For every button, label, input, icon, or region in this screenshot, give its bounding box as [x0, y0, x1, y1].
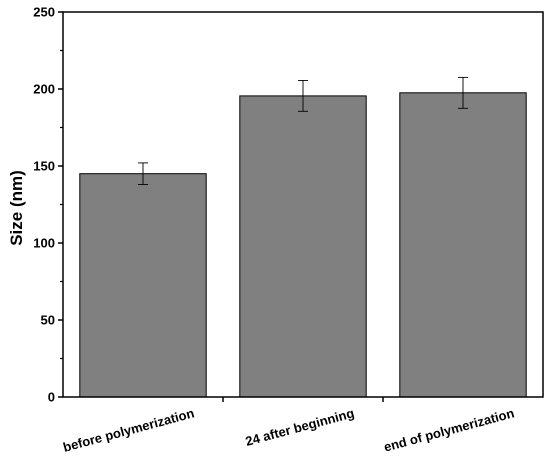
- error-bar-1: [138, 162, 148, 185]
- y-tick-label: 50: [41, 313, 55, 328]
- bar-3: [399, 92, 527, 398]
- x-category-label: end of polymerization: [382, 405, 516, 454]
- y-ticks-group: 0 50 100 150 200 250: [33, 5, 63, 405]
- error-bar-2: [298, 80, 308, 112]
- y-tick-label: 250: [33, 5, 55, 20]
- y-tick-label: 150: [33, 159, 55, 174]
- y-axis-title: Size (nm): [7, 170, 26, 246]
- bar-2: [239, 95, 367, 398]
- bar-1: [79, 173, 207, 398]
- x-category-labels-group: before polymerization 24 after beginning e…: [61, 405, 515, 454]
- x-category-label: before polymerization: [61, 405, 195, 454]
- error-bars-group: [138, 76, 468, 185]
- y-tick-label: 0: [48, 390, 55, 405]
- y-tick-label: 200: [33, 82, 55, 97]
- x-category-label: 24 after beginning: [244, 405, 356, 448]
- error-bar-3: [458, 76, 468, 109]
- y-tick-label: 100: [33, 236, 55, 251]
- bars-group: [79, 92, 527, 398]
